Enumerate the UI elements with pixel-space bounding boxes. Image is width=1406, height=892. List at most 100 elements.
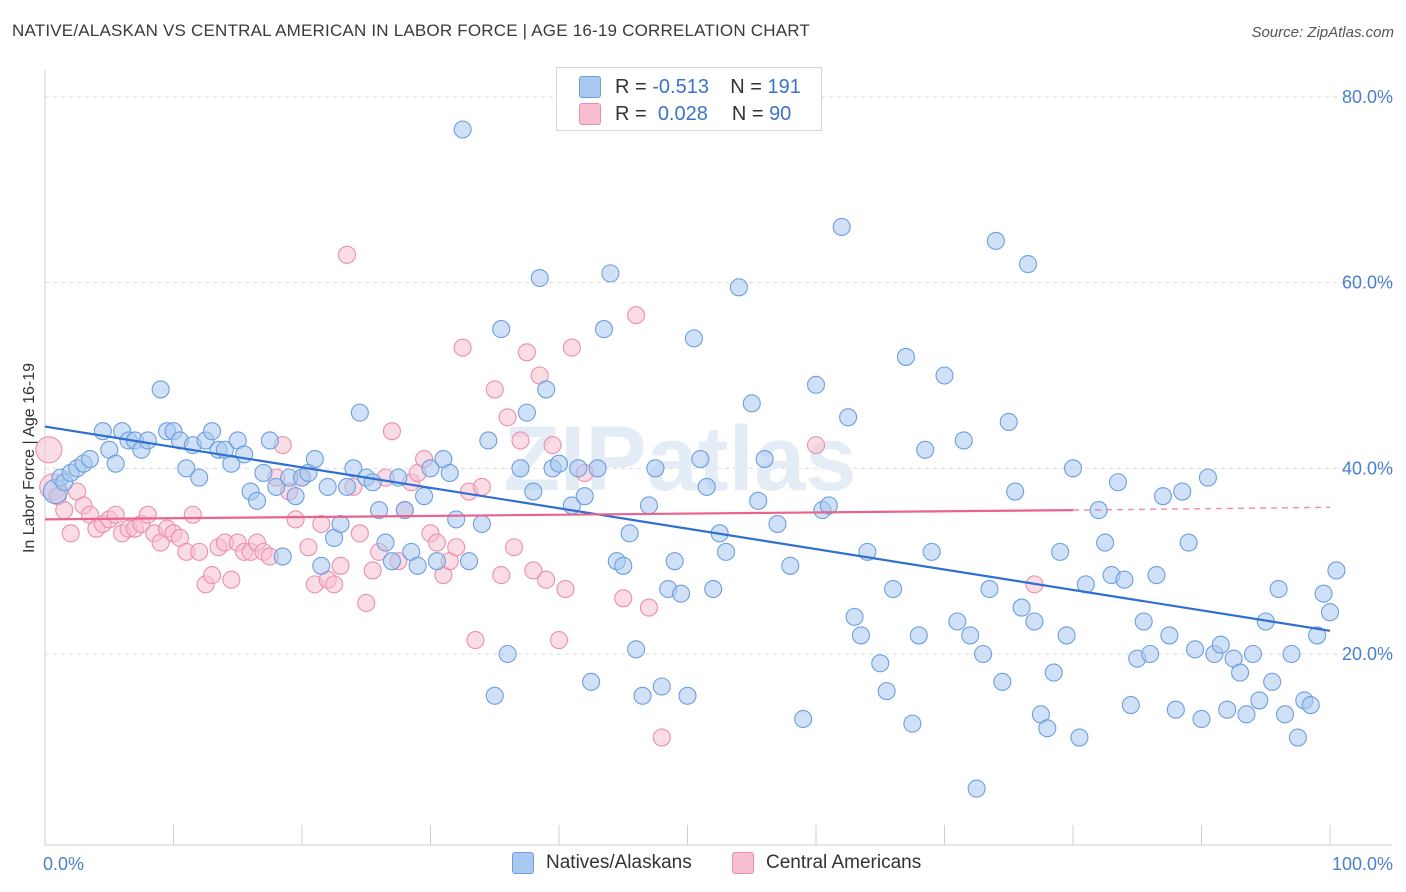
native-point bbox=[986, 231, 1005, 250]
native-point bbox=[408, 556, 427, 575]
native-point bbox=[267, 477, 286, 496]
central-point bbox=[55, 501, 74, 520]
tick-labels: 20.0% 40.0% 60.0% 80.0% 0.0% 100.0% bbox=[43, 87, 1393, 874]
r-label: R = bbox=[615, 75, 647, 98]
central-point bbox=[562, 338, 581, 357]
native-point bbox=[247, 491, 267, 510]
y-axis-label: In Labor Force | Age 16-19 bbox=[21, 363, 38, 553]
native-point bbox=[697, 477, 716, 496]
series-legend: Natives/Alaskans Central Americans bbox=[0, 852, 1406, 878]
central-point bbox=[543, 436, 562, 455]
legend-item-natives: Natives/Alaskans bbox=[512, 852, 692, 874]
native-point bbox=[1211, 635, 1230, 654]
native-point bbox=[806, 375, 826, 394]
native-point bbox=[1121, 696, 1140, 715]
native-point bbox=[1115, 570, 1134, 589]
native-point bbox=[768, 514, 787, 534]
native-point bbox=[254, 463, 273, 483]
natives-legend-swatch bbox=[512, 852, 534, 874]
native-point bbox=[524, 482, 543, 501]
native-point bbox=[672, 584, 691, 603]
native-point bbox=[1288, 728, 1307, 747]
native-point bbox=[1166, 700, 1185, 719]
native-point bbox=[832, 217, 851, 237]
native-point bbox=[453, 120, 472, 139]
native-point bbox=[312, 556, 331, 575]
native-point bbox=[1096, 533, 1115, 552]
native-point bbox=[961, 626, 980, 645]
native-point bbox=[331, 514, 350, 534]
native-point bbox=[1263, 672, 1282, 691]
native-point bbox=[954, 431, 973, 450]
native-point bbox=[922, 542, 941, 561]
trend-lines bbox=[44, 425, 1331, 632]
legend-item-central: Central Americans bbox=[732, 852, 921, 874]
central-point bbox=[357, 593, 376, 612]
y-tick-label: 20.0% bbox=[1342, 644, 1393, 664]
native-point bbox=[781, 556, 800, 575]
native-point bbox=[440, 463, 459, 483]
native-point bbox=[614, 556, 633, 575]
central-trend-extension bbox=[1072, 506, 1331, 511]
native-point bbox=[839, 408, 858, 427]
native-point bbox=[190, 468, 209, 487]
native-point bbox=[80, 449, 100, 469]
native-point bbox=[575, 487, 594, 506]
native-point bbox=[620, 524, 639, 543]
native-point bbox=[203, 422, 222, 441]
central-point bbox=[363, 561, 382, 580]
chart-title: NATIVE/ALASKAN VS CENTRAL AMERICAN IN LA… bbox=[12, 21, 810, 40]
central-swatch bbox=[579, 103, 601, 125]
central-point bbox=[453, 338, 472, 357]
native-point bbox=[305, 449, 324, 469]
native-point bbox=[549, 454, 569, 473]
natives-legend-label: Natives/Alaskans bbox=[546, 852, 692, 873]
native-point bbox=[1186, 640, 1205, 659]
central-point bbox=[350, 524, 369, 543]
native-point bbox=[877, 682, 896, 701]
native-point bbox=[819, 496, 838, 515]
native-point bbox=[633, 686, 652, 705]
central-point bbox=[138, 505, 157, 524]
native-point bbox=[1070, 728, 1089, 747]
native-point bbox=[749, 491, 768, 510]
native-point bbox=[1237, 705, 1256, 724]
native-point bbox=[363, 473, 382, 492]
native-point bbox=[1141, 644, 1160, 664]
central-point bbox=[466, 631, 485, 650]
native-point bbox=[511, 459, 530, 478]
native-point bbox=[742, 394, 761, 413]
native-point bbox=[704, 579, 723, 599]
central-point bbox=[331, 556, 350, 575]
native-point bbox=[755, 449, 774, 469]
central-point bbox=[203, 566, 222, 585]
native-point bbox=[382, 552, 402, 571]
central-point bbox=[537, 570, 556, 589]
central-point bbox=[652, 728, 671, 747]
central-point bbox=[35, 436, 63, 464]
native-point bbox=[845, 607, 864, 626]
n-label: N = bbox=[731, 102, 764, 125]
central-point bbox=[382, 422, 402, 441]
native-point bbox=[678, 686, 697, 705]
native-point bbox=[646, 459, 665, 478]
native-point bbox=[530, 268, 549, 288]
native-point bbox=[1269, 579, 1288, 599]
native-point bbox=[716, 542, 736, 561]
native-point bbox=[1012, 598, 1031, 617]
central-point bbox=[61, 524, 80, 543]
native-point bbox=[1153, 487, 1172, 506]
native-point bbox=[652, 677, 671, 696]
native-point bbox=[1250, 691, 1269, 710]
stats-legend: R = -0.513 N = 191 R = 0.028 N = 90 bbox=[556, 67, 822, 131]
native-point bbox=[1006, 482, 1025, 501]
central-point bbox=[427, 533, 446, 552]
native-point bbox=[665, 552, 684, 571]
native-point bbox=[1243, 644, 1262, 664]
native-point bbox=[395, 501, 414, 520]
native-point bbox=[447, 510, 466, 529]
native-point bbox=[980, 579, 999, 599]
native-point bbox=[485, 686, 504, 705]
central-point bbox=[299, 538, 318, 557]
native-point bbox=[1218, 700, 1237, 719]
